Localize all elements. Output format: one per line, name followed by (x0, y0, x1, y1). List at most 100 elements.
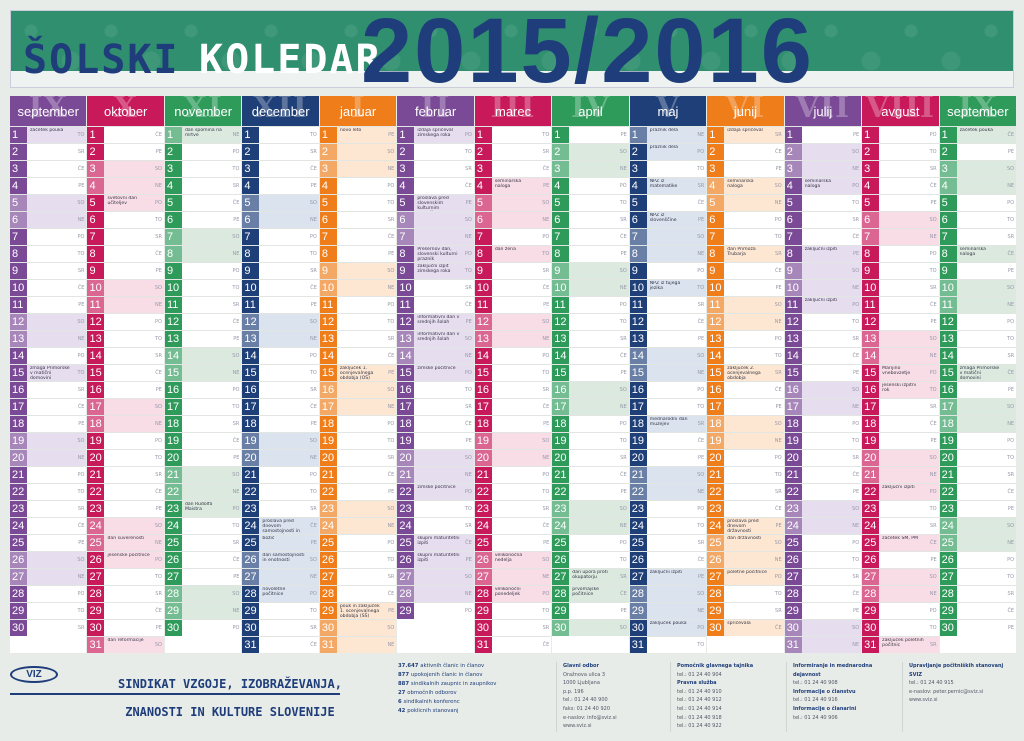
day-note: pouk in zaključek 1. ocenjevalnega obdob… (339, 604, 380, 619)
day-body: SR (492, 501, 551, 517)
day-body: NE (414, 467, 474, 483)
contact-housing: Upravljanje počitniških stanovanj SVIZ te… (902, 662, 1012, 732)
day-number: 7 (784, 229, 802, 245)
contact-line[interactable]: www.sviz.si (563, 723, 592, 730)
day-note: dan samostojnosti in enotnosti (262, 553, 305, 563)
day-cell: 7 PO (242, 228, 319, 245)
day-cell: 21 SR (87, 466, 164, 483)
day-cell: 6 SR (784, 211, 862, 228)
month-column: VII julij 1 PE 2 SO 3 NE 4 seminarska naloga PO 5 TO… (784, 96, 862, 653)
day-number: 17 (87, 399, 105, 415)
day-number: 3 (784, 161, 802, 177)
weekday-label: ČE (775, 149, 782, 155)
day-note: dan Rudolfa Maistra (184, 502, 213, 512)
day-cell: 7 NE (397, 228, 474, 245)
union-stats: 37.647 aktivnih članic in članov 877 upok… (398, 662, 548, 716)
day-number: 26 (862, 552, 880, 568)
day-number: 18 (939, 416, 957, 432)
day-number: 16 (164, 382, 182, 398)
weekday-label: SO (77, 200, 85, 206)
weekday-label: PO (77, 591, 85, 597)
day-number: 26 (939, 552, 957, 568)
month-header: XI november (164, 96, 242, 126)
day-cell: 14 ČE (552, 347, 629, 364)
day-body: NE (27, 450, 87, 466)
day-cell: 12 PO (87, 313, 164, 330)
weekday-label: PO (774, 217, 782, 223)
day-cell: 11 ČE (397, 296, 474, 313)
day-number: 29 (862, 603, 880, 619)
month-name: februar (414, 103, 457, 119)
day-cell: 15 NE (629, 364, 707, 381)
day-body: NE (646, 603, 707, 619)
weekday-label: SO (77, 319, 85, 325)
day-body: zaključni izpiti PO (801, 297, 862, 313)
stat-number: 6 (398, 699, 404, 705)
day-number: 16 (397, 382, 415, 398)
day-body: velikonočni ponedeljek PO (491, 586, 552, 602)
day-cell: 9 SO (319, 262, 397, 279)
day-cell: 23 SO (552, 500, 629, 517)
day-note: prvomajske počitnice (572, 587, 599, 597)
contact-line[interactable]: e-naslov: info@sviz.si (563, 714, 617, 721)
weekday-label: TO (774, 591, 782, 597)
weekday-label: NE (852, 404, 860, 410)
day-body: NE (879, 229, 939, 245)
day-body: ČE (569, 348, 628, 364)
weekday-label: PE (775, 166, 782, 172)
day-cell: 10 NE (784, 279, 862, 296)
contact-line[interactable]: www.sviz.si (909, 697, 938, 704)
day-body: izdaja spričeval zimskega roka PO (414, 127, 474, 143)
weekday-label: SO (309, 200, 317, 206)
day-number: 21 (862, 467, 880, 483)
day-cell: 12 ČE (629, 313, 707, 330)
day-note: informativni dan v srednjih šolah (417, 315, 460, 325)
day-number: 30 (862, 620, 880, 636)
day-number: 11 (319, 297, 337, 313)
day-number: 31 (474, 637, 492, 653)
footer-rule (10, 693, 340, 695)
weekday-label: PO (77, 353, 85, 359)
day-note: zaključek pouka (649, 621, 687, 626)
day-cell: 22 PE (319, 483, 397, 500)
weekday-label: ČE (620, 472, 627, 478)
day-number: 2 (164, 144, 182, 160)
weekday-label: NE (464, 472, 472, 478)
day-number: 5 (707, 195, 725, 211)
day-cell: 3 TO (629, 160, 707, 177)
weekday-label: TO (154, 217, 162, 223)
day-cell: 16 PO (164, 381, 242, 398)
day-cell: 25 božič PE (242, 534, 319, 551)
day-body: NE (336, 161, 397, 177)
contact-line[interactable]: e-naslov: peter.pernic@sviz.si (909, 688, 984, 695)
day-cell: 16 SO (552, 381, 629, 398)
contact-main-office: Glavni odbor Oražnova ulica 3 1000 Ljublja… (556, 662, 666, 732)
day-body: SO (879, 331, 939, 347)
contact-line: tel.: 01 24 40 916 (793, 697, 838, 704)
day-body: PE (957, 620, 1016, 636)
day-number: 15 (552, 365, 570, 381)
day-body: zaključni izpiti PE (801, 246, 862, 262)
weekday-label: SR (620, 217, 627, 223)
day-number: 14 (87, 348, 105, 364)
day-number: 25 (474, 535, 492, 551)
day-number: 22 (10, 484, 27, 500)
day-number: 11 (629, 297, 647, 313)
day-body: PO (492, 229, 551, 245)
day-body: skupni maturitetni izpiti PE (414, 552, 474, 568)
month-column: III marec 1 TO 2 SR 3 ČE 4 seminarska naloga PE 5 SO… (474, 96, 552, 653)
day-number: 17 (319, 399, 337, 415)
day-number: 2 (87, 144, 105, 160)
weekday-label: SO (542, 557, 550, 563)
weekday-label: PE (78, 302, 85, 308)
day-body: NE (27, 331, 87, 347)
day-cell: 9 SO (552, 262, 629, 279)
day-number: 4 (939, 178, 957, 194)
weekday-label: SR (232, 540, 240, 546)
weekday-label: ČE (775, 268, 782, 274)
day-number: 10 (242, 280, 260, 296)
day-body: SR (182, 297, 241, 313)
stat-number: 42 (398, 708, 408, 714)
weekday-label: ČE (697, 319, 705, 325)
month-header: IX september (939, 96, 1017, 126)
